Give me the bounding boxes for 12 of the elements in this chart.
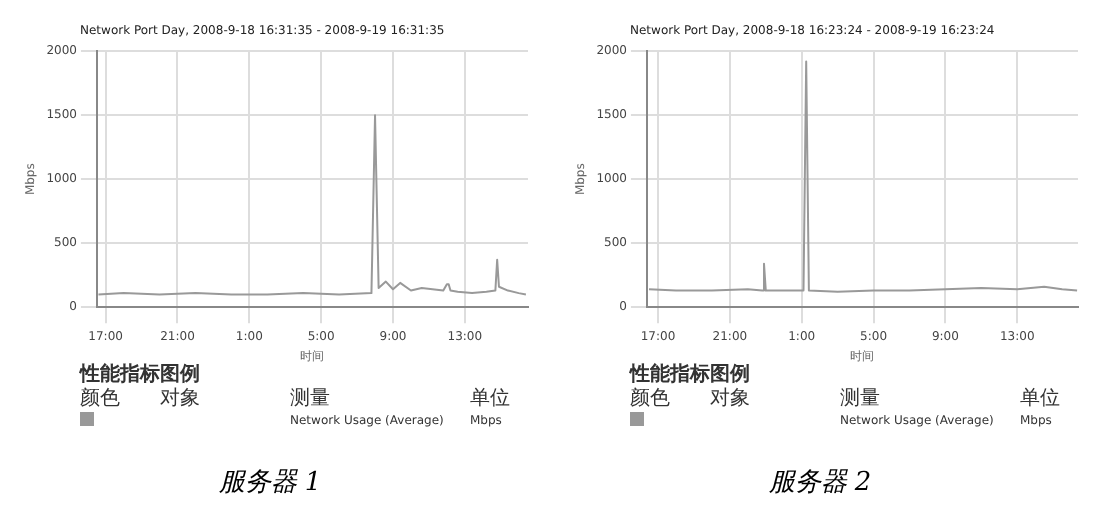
text: 测量: [840, 385, 880, 412]
text: 测量: [290, 385, 330, 412]
text: 服务器 1: [216, 466, 324, 500]
text: 性能指标图例: [630, 361, 750, 387]
text: 服务器 2: [766, 466, 874, 500]
text: 单位: [470, 385, 510, 412]
text: 对象: [160, 385, 200, 412]
text: 颜色: [630, 385, 670, 412]
text: 颜色: [80, 385, 120, 412]
text: 单位: [1020, 385, 1060, 412]
text: 性能指标图例: [80, 361, 200, 387]
text: 对象: [710, 385, 750, 412]
